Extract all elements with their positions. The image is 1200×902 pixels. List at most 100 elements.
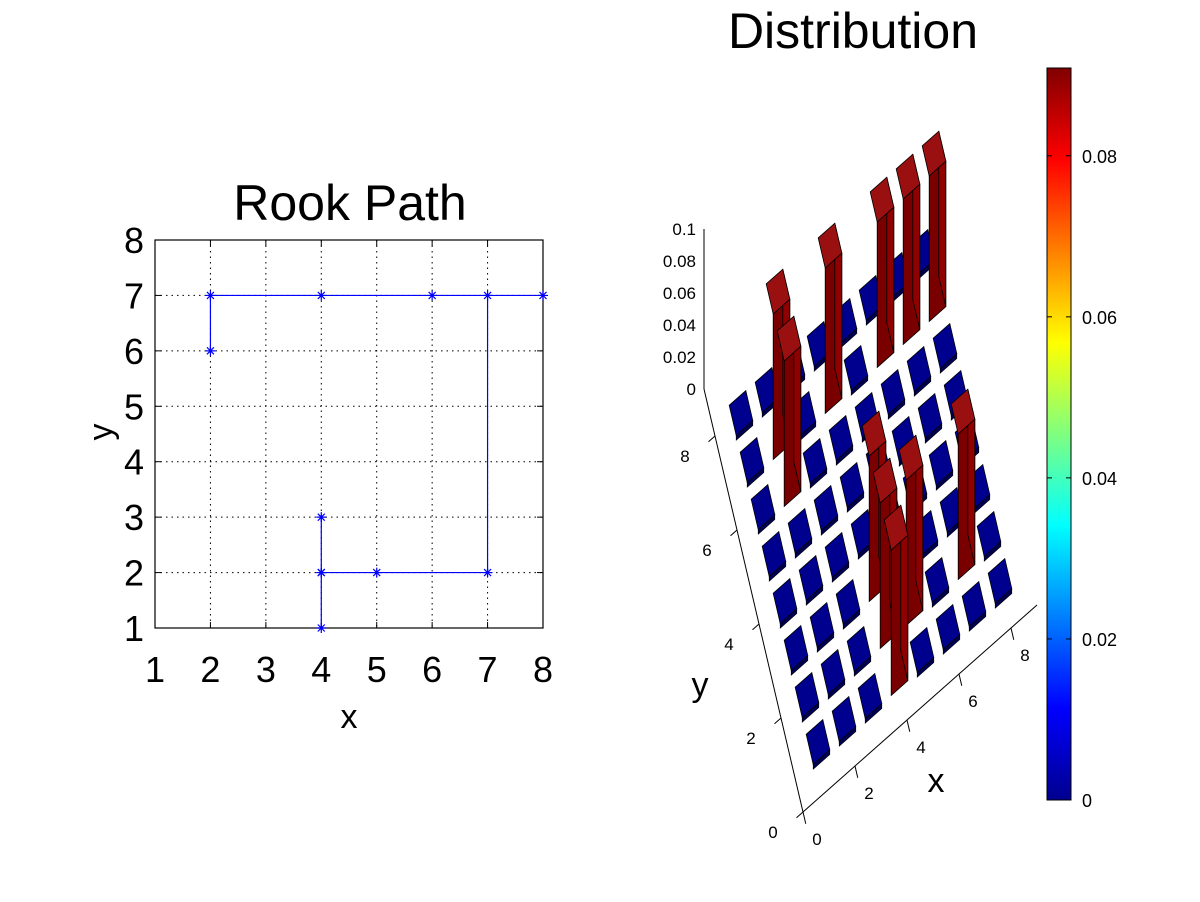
bar-flat [935, 603, 961, 655]
bar-flat [932, 322, 958, 374]
bar-flat [813, 484, 839, 536]
marker-star [427, 290, 438, 301]
x-tick-label: 2 [200, 649, 220, 690]
bar-front-face [935, 470, 954, 491]
bar-front-face [768, 561, 787, 582]
bar-front-face [846, 492, 865, 513]
bar-front-face [746, 467, 765, 488]
bar-front-face [831, 562, 850, 583]
bar-top-face [895, 153, 921, 200]
distribution-title: Distribution [728, 3, 978, 59]
colorbar-tick-label: 0.04 [1082, 469, 1117, 489]
colorbar [1046, 67, 1072, 801]
rook-path-marker [316, 567, 327, 578]
bar-flat [798, 554, 824, 606]
bar-front-face [913, 376, 932, 397]
rook-path-marker [205, 290, 216, 301]
y-tick-label: 4 [724, 635, 733, 654]
bar-top-face [950, 388, 976, 435]
bar-front-face [757, 514, 776, 535]
marker-star [482, 567, 493, 578]
bar-front-face [735, 420, 754, 441]
bar-flat [809, 601, 835, 653]
x-tick-label: 5 [367, 649, 387, 690]
bar-tall [817, 222, 843, 415]
marker-star [316, 623, 327, 633]
y-tick-mark [730, 529, 738, 537]
y-tick-label: 1 [124, 608, 144, 649]
bar-front-face [838, 726, 857, 747]
bar-flat [728, 389, 754, 441]
x-tick-label: 4 [311, 649, 331, 690]
marker-star [205, 345, 216, 356]
rook-path-marker [205, 345, 216, 356]
bar-flat [761, 530, 787, 582]
bar-flat [928, 439, 954, 491]
marker-star [316, 290, 327, 301]
marker-star [205, 290, 216, 301]
bar-front-face [931, 587, 950, 608]
bar-flat [802, 437, 828, 489]
bar-top-face [776, 315, 802, 362]
z-tick-label: 0.02 [663, 348, 696, 367]
bar-flat [906, 345, 932, 397]
bar-front-face [842, 609, 861, 630]
x-tick-mark [854, 765, 859, 778]
z-tick-label: 0.04 [663, 316, 696, 335]
bar-flat [976, 510, 1002, 562]
bar-flat [783, 624, 809, 676]
x-tick-label: 3 [256, 649, 276, 690]
y-tick-label: 5 [124, 386, 144, 427]
rook-path-marker [482, 290, 493, 301]
bar-tall [883, 504, 909, 697]
bar-front-face [968, 611, 987, 632]
bar-front-face [816, 632, 835, 653]
bar-tall [869, 176, 895, 369]
y-tick-label: 8 [124, 220, 144, 261]
x-tick-mark [802, 811, 807, 824]
bar-flat [835, 578, 861, 630]
rook-path-marker [427, 290, 438, 301]
y-tick-label: 2 [124, 553, 144, 594]
rook-path-marker [316, 290, 327, 301]
x-tick-mark [1010, 627, 1015, 640]
y-tick-label: 4 [124, 442, 144, 483]
y-tick-label: 6 [702, 541, 711, 560]
bar-top-face [861, 410, 887, 457]
x-axis-line [802, 604, 1038, 813]
z-tick-label: 0.06 [663, 284, 696, 303]
bar-flat [805, 718, 831, 770]
z-tick-label: 0.08 [663, 252, 696, 271]
rook-path-marker [482, 567, 493, 578]
bar-front-face [820, 515, 839, 536]
bar-flat [843, 344, 869, 396]
bar-front-face [850, 375, 869, 396]
distribution-axes: 0 2 4 6 8 0 2 4 6 8 0 0.02 0.04 0.06 0.08 0.1 [663, 220, 1038, 849]
bar-front-face [809, 468, 828, 489]
bar-flat [909, 626, 935, 678]
x-tick-label: 8 [1020, 646, 1029, 665]
colorbar-tick-label: 0.02 [1082, 630, 1117, 650]
bar-top-face [872, 457, 898, 504]
bar-flat [750, 483, 776, 535]
bar-front-face [805, 585, 824, 606]
rook-path-axes-box [154, 239, 544, 629]
bar-flat [917, 392, 943, 444]
bar-front-face [887, 399, 906, 420]
marker-star [316, 512, 327, 523]
colorbar-ticks: 0 0.02 0.04 0.06 0.08 [1047, 147, 1117, 811]
bar-flat [924, 556, 950, 608]
y-tick-label: 6 [124, 331, 144, 372]
bar-front-face [790, 655, 809, 676]
colorbar-tick-label: 0.06 [1082, 308, 1117, 328]
colorbar-tick-label: 0.08 [1082, 147, 1117, 167]
y-tick-mark [708, 435, 716, 443]
bar-top-face [869, 176, 895, 223]
bar-top-face [921, 130, 947, 177]
bar-flat [987, 557, 1013, 609]
marker-star [316, 567, 327, 578]
x-tick-label: 2 [864, 784, 873, 803]
x-tick-label: 6 [968, 692, 977, 711]
y-tick-mark [752, 623, 760, 631]
